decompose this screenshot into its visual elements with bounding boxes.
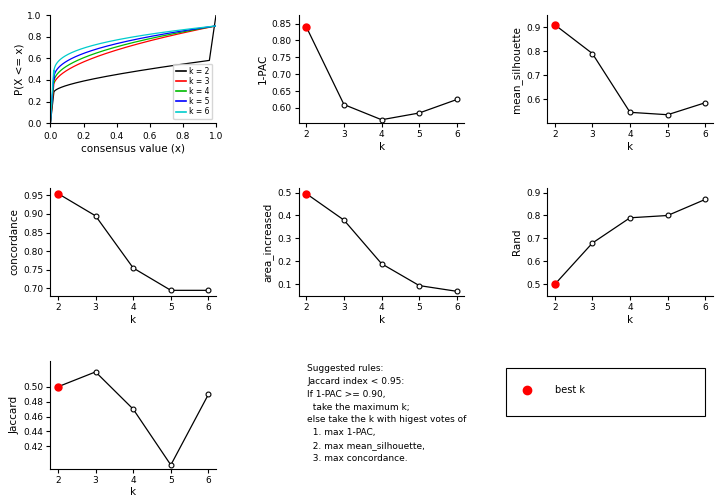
X-axis label: k: k [627,142,633,152]
Text: Suggested rules:
Jaccard index < 0.95:
If 1-PAC >= 0.90,
  take the maximum k;
e: Suggested rules: Jaccard index < 0.95: I… [307,364,467,463]
Y-axis label: 1-PAC: 1-PAC [258,54,268,84]
Text: best k: best k [556,385,585,395]
X-axis label: k: k [379,142,384,152]
X-axis label: k: k [379,314,384,325]
X-axis label: k: k [130,314,136,325]
FancyBboxPatch shape [505,368,704,416]
X-axis label: k: k [627,314,633,325]
Y-axis label: P(X <= x): P(X <= x) [14,43,24,95]
Y-axis label: mean_silhouette: mean_silhouette [510,26,522,112]
Y-axis label: concordance: concordance [9,209,19,275]
Legend: k = 2, k = 3, k = 4, k = 5, k = 6: k = 2, k = 3, k = 4, k = 5, k = 6 [174,64,212,119]
Y-axis label: Rand: Rand [512,229,522,255]
Y-axis label: Jaccard: Jaccard [9,396,19,434]
X-axis label: k: k [130,487,136,497]
Y-axis label: area_increased: area_increased [262,202,274,282]
X-axis label: consensus value (x): consensus value (x) [81,144,185,154]
